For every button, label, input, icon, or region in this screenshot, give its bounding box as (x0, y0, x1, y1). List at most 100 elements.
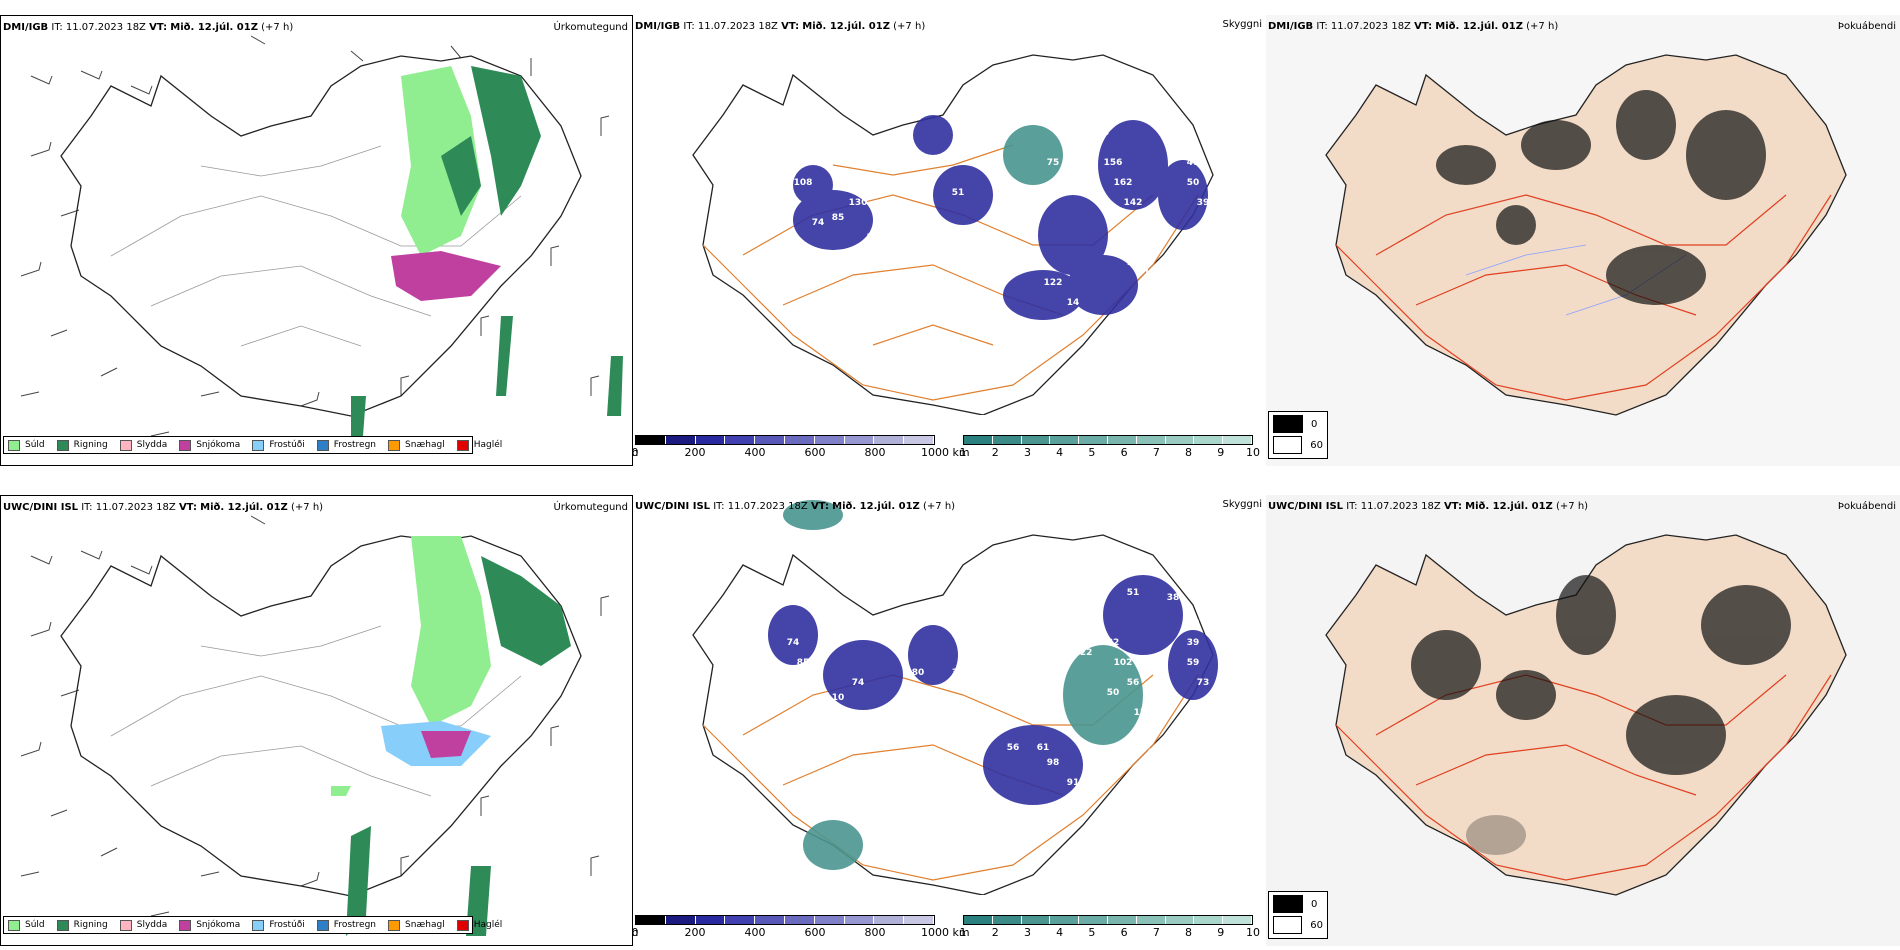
visibility-label: 14 (1067, 298, 1080, 308)
colorbar-tick-label: 4 (1056, 926, 1064, 939)
visibility-label: 108 (1134, 228, 1153, 238)
legend-item: Haglél (456, 919, 502, 931)
precip-title: Úrkomutegund (553, 502, 628, 513)
colorbar-tick-label: 9 (1217, 926, 1225, 939)
colorbar-tick-label: 3 (1023, 446, 1031, 459)
fog-areas (1411, 575, 1791, 855)
legend-swatch (252, 439, 265, 451)
colorbar-strip (635, 435, 935, 445)
visibility-label: 38 (1167, 593, 1180, 603)
colorbar-segment (695, 436, 726, 444)
colorbar-tick-label: 600 (804, 926, 826, 939)
visibility-label: 45 (1147, 748, 1160, 758)
visibility-label: 93 (1047, 638, 1060, 648)
legend-label: Haglél (473, 440, 503, 450)
colorbar-tick-label: 0 (633, 926, 639, 939)
legend-label: Snjókoma (196, 440, 241, 450)
visibility-label: 108 (1004, 263, 1023, 273)
wind-barbs (20, 35, 610, 437)
fog-legend-row: 60 (1273, 916, 1323, 934)
colorbar-segment (784, 916, 815, 924)
colorbar-ticks: km 1 2 3 4 5 6 7 8 9 10 (952, 445, 1260, 459)
colorbar-segment (695, 916, 726, 924)
fog-legend-swatch (1273, 436, 1303, 454)
legend-label: Rigning (73, 920, 108, 930)
visibility-label: 51 (1127, 588, 1140, 598)
visibility-label: 48 (1187, 158, 1200, 168)
precip-title: Úrkomutegund (553, 22, 628, 33)
colorbar-segment (874, 436, 905, 444)
visibility-label: 75 (1047, 158, 1060, 168)
fog-legend-swatch (1273, 895, 1303, 913)
visibility-label: 162 (1114, 178, 1133, 188)
legend-swatch (316, 919, 329, 931)
colorbar-ticks: km 1 2 3 4 5 6 7 8 9 10 (952, 925, 1260, 939)
colorbar-tick-label: 7 (1152, 926, 1160, 939)
row2-vis-header: UWC/DINI ISL IT: 11.07.2023 18Z VT: Mið.… (635, 501, 956, 512)
colorbar-tick-label: 2 (991, 446, 999, 459)
visibility-label: 158 (1144, 268, 1163, 278)
colorbar-segment (636, 436, 666, 444)
colorbar-unit: km (952, 446, 970, 459)
legend-swatch (179, 919, 192, 931)
colorbar-segment (844, 916, 875, 924)
visibility-label: 156 (1134, 708, 1153, 718)
visibility-colorbar-m: m0 200 400 600 800 1000 (633, 435, 949, 459)
colorbar-segment (1021, 916, 1051, 924)
visibility-label: 40 (1187, 618, 1200, 628)
visibility-label: 166 (784, 158, 803, 168)
legend-swatch (8, 439, 20, 451)
colorbar-segment (1136, 436, 1166, 444)
legend-swatch (388, 439, 401, 451)
fog-legend: 0 60 (1268, 411, 1328, 459)
fog-legend-label: 60 (1310, 439, 1323, 451)
colorbar-segment (874, 916, 905, 924)
legend-swatch (456, 919, 469, 931)
colorbar-tick-label: 800 (864, 926, 886, 939)
precip-legend: Súld Rigning Slydda Snjókoma Frostúði Frostre… (3, 916, 502, 934)
legend-swatch (119, 439, 132, 451)
fog-legend-label: 0 (1311, 418, 1318, 430)
colorbar-strip (963, 435, 1253, 445)
colorbar-segment (964, 436, 993, 444)
legend-item: Frostúði (252, 919, 305, 931)
precip-panel-row1: DMI/IGB IT: 11.07.2023 18Z VT: Mið. 12.j… (0, 15, 633, 466)
colorbar-tick-label: 9 (1217, 446, 1225, 459)
colorbar-segment (1194, 916, 1224, 924)
visibility-label: 94 (1127, 258, 1140, 268)
colorbar-tick-label: 8 (1185, 926, 1193, 939)
colorbar-segment (665, 436, 696, 444)
fog-panel-row2: UWC/DINI ISL IT: 11.07.2023 18Z VT: Mið.… (1266, 495, 1900, 946)
colorbar-segment (1107, 916, 1137, 924)
visibility-label: 64 (1167, 113, 1180, 123)
visibility-label: 57 (867, 713, 880, 723)
legend-item: Frostregn (316, 439, 376, 451)
fog-legend-row: 60 (1273, 436, 1323, 454)
fog-legend-swatch (1273, 916, 1303, 934)
colorbar-tick-label: 1 (959, 446, 967, 459)
visibility-label: 106 (1074, 168, 1093, 178)
visibility-label: 50 (1187, 178, 1200, 188)
visibility-label: 122 (1044, 278, 1063, 288)
visibility-label: 56 (1007, 743, 1020, 753)
colorbar-tick-label: 400 (744, 446, 766, 459)
visibility-label: 19 (1082, 118, 1095, 128)
visibility-label: 51 (952, 188, 965, 198)
fog-legend-label: 0 (1311, 898, 1318, 910)
colorbar-tick-label: 1 (959, 926, 967, 939)
fog-legend-swatch (1273, 415, 1303, 433)
row2-fog-header: UWC/DINI ISL IT: 11.07.2023 18Z VT: Mið.… (1268, 501, 1589, 512)
visibility-label: 74 (787, 638, 800, 648)
legend-label: Frostúði (269, 440, 305, 450)
legend-item: Rigning (56, 439, 108, 451)
visibility-map: 166 108 74 85 130 70 110 12 51 80 20 108 94 122 14 75 10… (692, 54, 1214, 415)
visibility-label: 39 (1197, 198, 1210, 208)
legend-swatch (8, 919, 20, 931)
visibility-label: 73 (1197, 678, 1210, 688)
legend-swatch (119, 919, 132, 931)
legend-swatch (456, 439, 469, 451)
legend-label: Snjókoma (196, 920, 241, 930)
legend-swatch (56, 919, 69, 931)
colorbar-segment (755, 916, 785, 924)
legend-label: Súld (25, 440, 45, 450)
